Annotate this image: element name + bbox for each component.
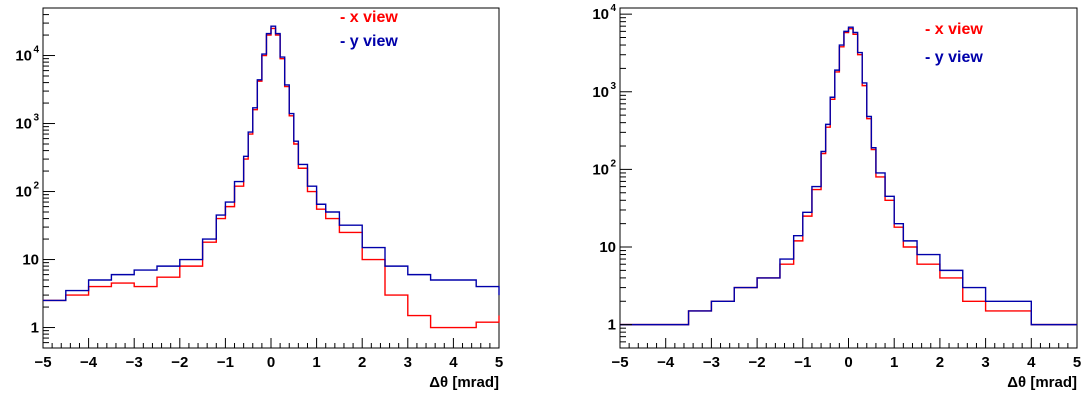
y-tick-label: 10 [15,184,32,201]
legend-x-view: - x view [925,21,983,38]
plot-frame [619,7,1078,349]
x-axis-label: Δθ [mrad] [1007,374,1077,391]
y-tick-label: 1 [608,317,616,334]
x-tick-label: −2 [171,354,188,371]
x-tick-label: −3 [126,354,143,371]
x-tick-label: −4 [657,354,675,371]
legend-y-view: - y view [340,33,398,50]
x-tick-label: −3 [703,354,720,371]
series-x-view-line [43,27,500,329]
x-tick-label: 1 [312,354,320,371]
y-tick-label: 10 [599,239,616,256]
y-tick-label: 10 [15,48,32,65]
x-tick-label: 4 [449,354,458,371]
y-tick-exponent: 3 [610,81,616,92]
x-tick-label: 3 [981,354,989,371]
y-tick-exponent: 2 [610,158,616,169]
x-tick-label: 3 [404,354,412,371]
series-y-view-line [43,25,500,302]
x-tick-label: 5 [495,354,503,371]
x-tick-label: −1 [217,354,234,371]
x-tick-label: 0 [267,354,275,371]
y-tick-label: 10 [592,84,609,101]
legend-y-view: - y view [925,49,983,66]
series-y-view-line [620,26,1077,326]
x-tick-label: −5 [611,354,628,371]
y-tick-exponent: 2 [33,181,39,192]
y-tick-label: 1 [31,320,39,337]
y-tick-label: 10 [592,6,609,23]
y-tick-label: 10 [592,161,609,178]
x-tick-label: 0 [844,354,852,371]
x-axis-label: Δθ [mrad] [429,374,499,391]
legend-x-view: - x view [340,9,398,26]
x-tick-label: 5 [1073,354,1081,371]
x-tick-label: 1 [890,354,898,371]
x-tick-label: −1 [794,354,811,371]
y-tick-label: 10 [22,252,39,269]
x-tick-label: −4 [80,354,98,371]
plot-frame [42,7,500,349]
x-tick-label: 2 [936,354,944,371]
y-tick-exponent: 3 [33,113,39,124]
x-tick-label: 4 [1027,354,1036,371]
y-tick-exponent: 4 [33,45,39,56]
x-tick-label: −2 [749,354,766,371]
x-tick-label: −5 [34,354,51,371]
x-tick-label: 2 [358,354,366,371]
series-x-view-line [620,27,1077,326]
y-tick-label: 10 [15,116,32,133]
y-tick-exponent: 4 [610,3,616,14]
